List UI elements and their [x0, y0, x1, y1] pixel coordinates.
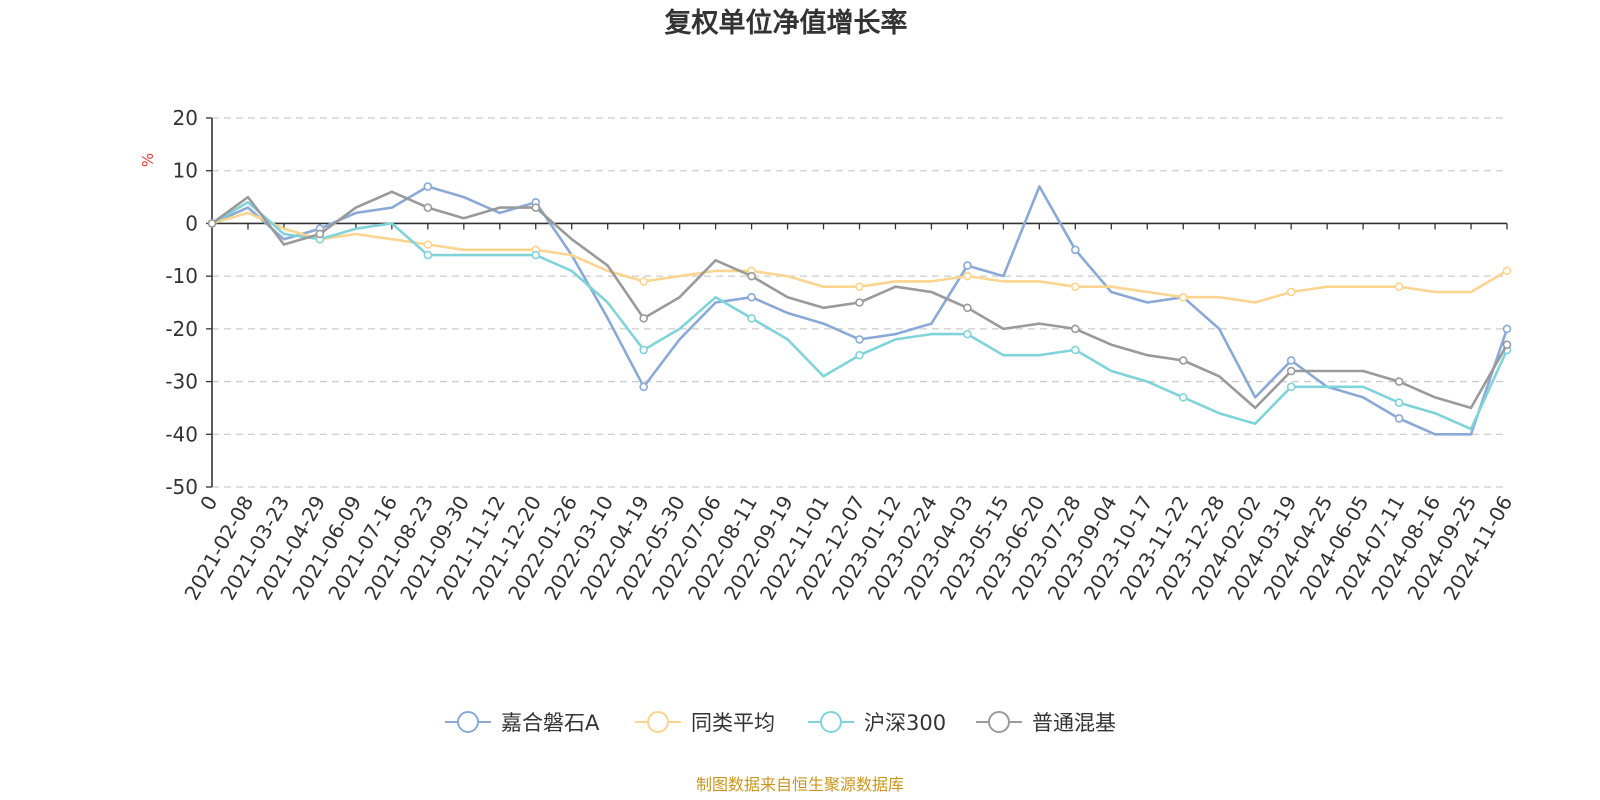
data-point: [747, 314, 756, 323]
data-point: [855, 335, 864, 344]
axes: 20100-10-20-30-40-5002021-02-082021-03-2…: [165, 106, 1517, 604]
data-point: [1286, 382, 1296, 392]
y-tick-label: -10: [165, 264, 198, 288]
source-note: 制图数据来自恒生聚源数据库: [696, 775, 904, 794]
series-3: [207, 201, 1512, 431]
data-point: [1502, 324, 1512, 334]
data-point: [747, 292, 756, 302]
legend-label: 普通混基: [1032, 711, 1116, 735]
data-point: [963, 303, 972, 313]
legend-label: 沪深300: [864, 711, 946, 735]
x-tick-label: 0: [195, 492, 222, 515]
legend-marker-icon: [988, 711, 1010, 733]
data-point: [1502, 266, 1512, 276]
data-point: [315, 229, 325, 239]
data-point: [855, 282, 864, 291]
y-axis-label: %: [139, 153, 157, 167]
chart-title: 复权单位净值增长率: [665, 7, 908, 39]
data-point: [1178, 393, 1188, 402]
y-tick-label: -50: [165, 475, 198, 499]
data-point: [423, 182, 433, 191]
y-tick-label: 0: [185, 211, 198, 235]
data-point: [855, 350, 864, 360]
data-point: [423, 240, 433, 249]
series-line: [211, 201, 1509, 431]
legend-item[interactable]: 普通混基: [976, 711, 1116, 735]
data-point: [1394, 377, 1404, 386]
data-point: [747, 271, 756, 281]
data-point: [1394, 414, 1404, 423]
series-1: [207, 182, 1512, 436]
y-tick-label: -30: [165, 370, 198, 394]
data-point: [639, 345, 648, 355]
data-point: [639, 382, 648, 392]
data-point: [1286, 287, 1296, 297]
data-point: [423, 203, 433, 212]
data-point: [963, 261, 972, 270]
data-point: [855, 298, 864, 307]
legend-marker-icon: [457, 711, 479, 733]
data-point: [207, 219, 217, 228]
legend-marker-icon: [647, 711, 669, 733]
data-point: [1286, 366, 1296, 376]
data-point: [531, 250, 541, 260]
data-point: [1286, 356, 1296, 365]
y-tick-label: -40: [165, 422, 198, 446]
data-point: [1502, 340, 1512, 349]
data-point: [639, 314, 648, 323]
legend[interactable]: 嘉合磐石A 同类平均 沪深300 普通混基: [445, 711, 1116, 735]
data-point: [1394, 282, 1404, 291]
data-point: [1394, 398, 1404, 407]
y-tick-label: -20: [165, 317, 198, 341]
data-point: [1178, 356, 1188, 365]
legend-label: 同类平均: [691, 711, 775, 735]
data-point: [1178, 292, 1188, 302]
data-point: [1071, 282, 1080, 291]
data-point: [1071, 245, 1080, 255]
legend-item[interactable]: 同类平均: [635, 711, 775, 735]
legend-item[interactable]: 嘉合磐石A: [445, 711, 600, 735]
y-tick-label: 10: [173, 159, 198, 183]
data-point: [423, 250, 433, 260]
legend-label: 嘉合磐石A: [501, 711, 600, 735]
data-point: [639, 277, 648, 286]
data-point: [531, 203, 541, 212]
y-tick-label: 20: [173, 106, 198, 130]
series-4: [207, 190, 1512, 410]
data-point: [1071, 345, 1080, 355]
data-point: [1071, 324, 1080, 334]
legend-marker-icon: [820, 711, 842, 733]
data-point: [963, 329, 972, 339]
series-lines: [207, 182, 1512, 436]
legend-item[interactable]: 沪深300: [808, 711, 946, 735]
data-point: [963, 271, 972, 281]
